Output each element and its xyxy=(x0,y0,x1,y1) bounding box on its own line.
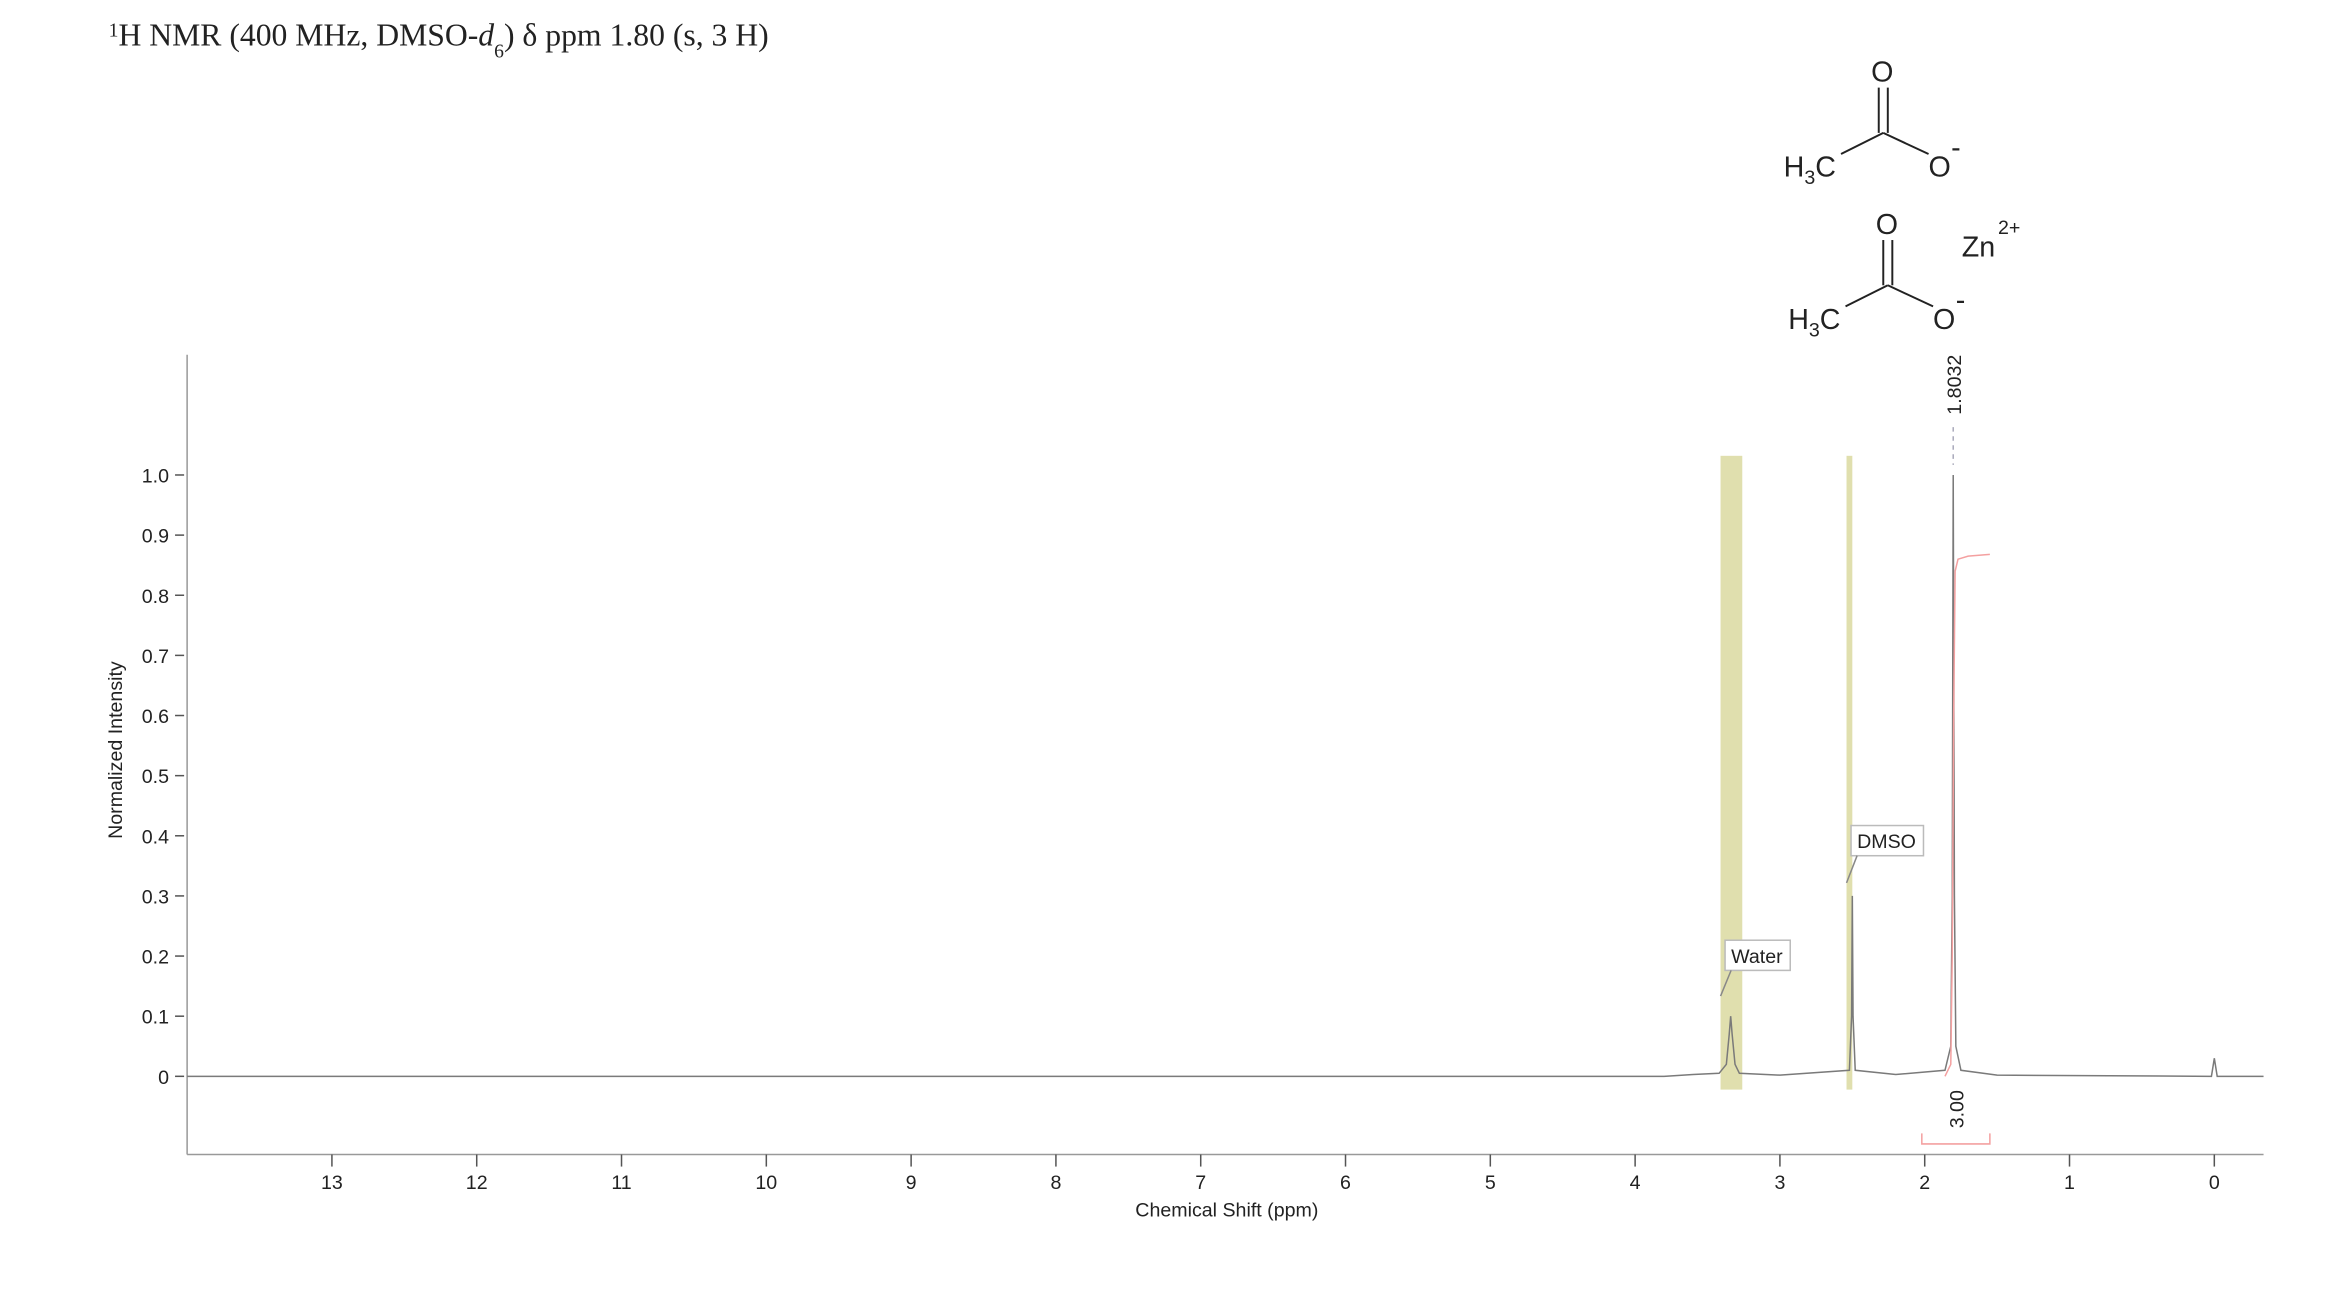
y-tick-label: 0.5 xyxy=(142,766,169,788)
x-tick-label: 5 xyxy=(1485,1172,1496,1194)
x-tick-label: 2 xyxy=(1919,1172,1930,1194)
integral-label: 3.00 xyxy=(1946,1090,1968,1128)
title-sub: 6 xyxy=(494,41,504,62)
x-tick-label: 3 xyxy=(1774,1172,1785,1194)
atom: H3C xyxy=(1788,304,1840,342)
x-axis-label: Chemical Shift (ppm) xyxy=(1135,1199,1318,1221)
y-axis-label: Normalized Intensity xyxy=(105,661,127,839)
spectrum-line xyxy=(187,474,2264,1078)
solvent-region xyxy=(1720,455,1743,1090)
atom: O xyxy=(1933,304,1955,336)
atom: C xyxy=(1820,304,1841,336)
title-text: ) δ ppm 1.80 (s, 3 H) xyxy=(504,17,769,52)
charge: - xyxy=(1956,284,1966,316)
solvent-label: DMSO xyxy=(1857,831,1916,853)
x-tick-label: 11 xyxy=(611,1172,631,1194)
atom: H3C xyxy=(1784,152,1836,190)
x-tick-label: 4 xyxy=(1630,1172,1641,1194)
solvent-region xyxy=(1846,455,1853,1090)
solvent-label-box xyxy=(1724,939,1791,972)
bond xyxy=(1840,132,1884,155)
title: 1H NMR (400 MHz, DMSO-d6) δ ppm 1.80 (s,… xyxy=(109,17,769,62)
metal: Zn xyxy=(1962,232,1995,264)
y-tick-label: 0.7 xyxy=(142,646,169,668)
metal-charge: 2+ xyxy=(1998,217,2020,239)
integral-bracket xyxy=(1921,1133,1991,1145)
x-tick-label: 0 xyxy=(2209,1172,2220,1194)
x-tick-label: 13 xyxy=(321,1172,343,1194)
leader-line xyxy=(1845,855,1858,884)
peak-label: 1.8032 xyxy=(1944,355,1966,415)
y-tick-label: 0 xyxy=(158,1067,169,1089)
atom: C xyxy=(1815,152,1836,184)
y-tick-label: 0.6 xyxy=(142,706,169,728)
atom: O xyxy=(1871,57,1893,89)
y-tick-label: 0.4 xyxy=(142,826,169,848)
x-tick-label: 7 xyxy=(1195,1172,1206,1194)
title-sup: 1 xyxy=(109,20,119,41)
y-tick-label: 0.3 xyxy=(142,886,169,908)
atom-sub: 3 xyxy=(1809,320,1820,342)
x-tick-label: 8 xyxy=(1050,1172,1061,1194)
atom: H xyxy=(1784,152,1805,184)
solvent-label: Water xyxy=(1731,946,1783,968)
bond xyxy=(1887,284,1934,308)
leader-line xyxy=(1719,970,1732,997)
y-tick-label: 0.1 xyxy=(142,1007,169,1029)
x-tick-label: 6 xyxy=(1340,1172,1351,1194)
bond xyxy=(1882,131,1929,155)
y-tick-label: 0.2 xyxy=(142,947,169,969)
charge: - xyxy=(1951,132,1961,164)
molecule-bonds xyxy=(1840,87,1934,308)
integral-curve xyxy=(1944,553,1990,1077)
solvent-label-box xyxy=(1850,824,1925,857)
y-tick-label: 0.8 xyxy=(142,586,169,608)
bond xyxy=(1845,284,1889,308)
atom: O xyxy=(1929,152,1951,184)
y-tick-label: 1.0 xyxy=(142,466,169,488)
x-tick-label: 10 xyxy=(755,1172,777,1194)
title-text: H NMR (400 MHz, DMSO- xyxy=(118,17,478,52)
atom: O xyxy=(1876,209,1898,241)
atom: H xyxy=(1788,304,1809,336)
x-tick-label: 9 xyxy=(906,1172,917,1194)
atom-sub: 3 xyxy=(1804,167,1815,189)
y-tick-label: 0.9 xyxy=(142,526,169,548)
x-tick-label: 1 xyxy=(2064,1172,2075,1194)
x-tick-label: 12 xyxy=(466,1172,488,1194)
title-italic: d xyxy=(478,17,494,52)
